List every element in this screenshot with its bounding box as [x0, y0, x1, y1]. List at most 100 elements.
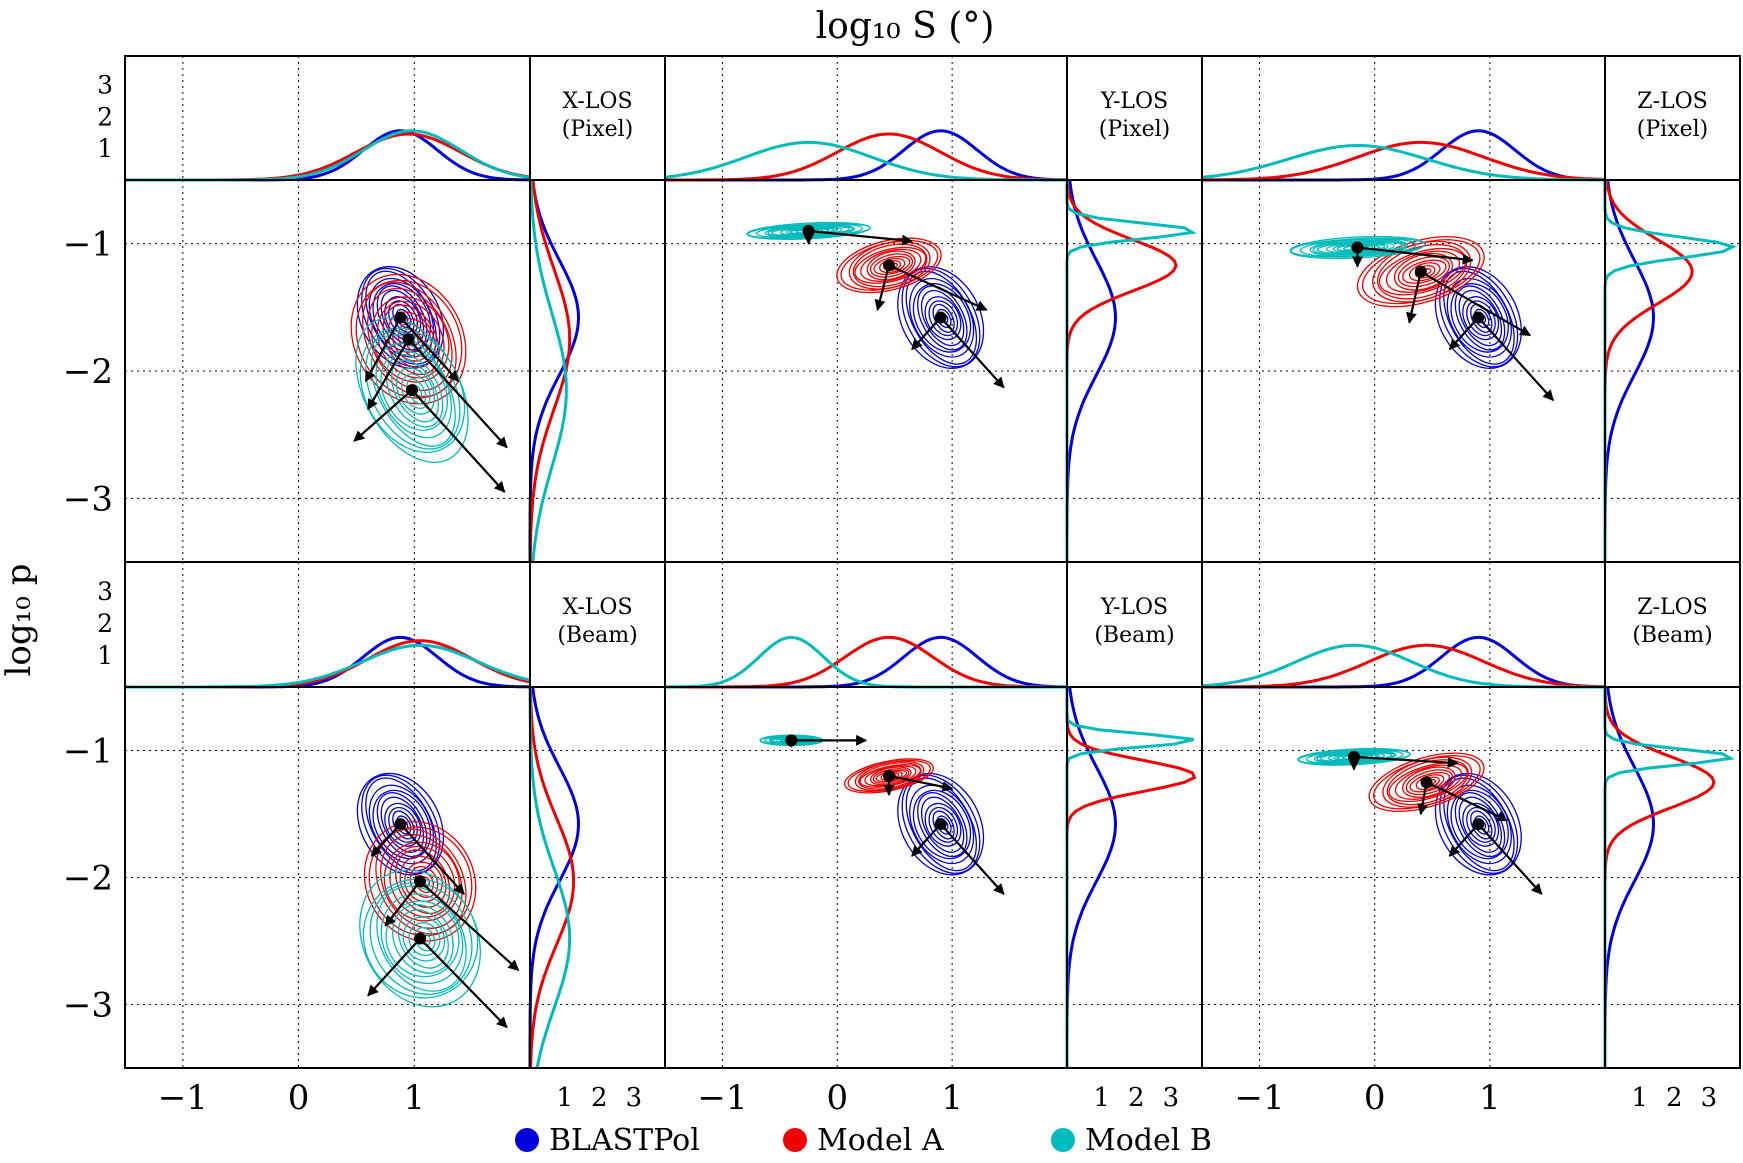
legend-marker — [1051, 1128, 1075, 1152]
center-point — [785, 734, 798, 747]
contour-level — [912, 789, 972, 860]
panels: X-LOS(Pixel)−1−2−3123Y-LOS(Pixel)Z-LOS(P… — [63, 55, 1741, 1118]
contour-level — [376, 885, 467, 992]
center-point — [1420, 776, 1433, 789]
top-hist-tick-label: 2 — [97, 102, 113, 131]
center-point — [1472, 311, 1485, 324]
top-hist-frame — [1201, 55, 1606, 181]
contour-level — [409, 865, 439, 898]
side-hist-tick-label: 3 — [1163, 1083, 1180, 1113]
top-hist-frame — [124, 55, 531, 181]
panel-title-line1: X-LOS — [562, 595, 632, 620]
contour-level — [389, 845, 456, 918]
contour-level — [905, 270, 978, 365]
minor-axis-arrow — [1448, 823, 1480, 857]
minor-axis-arrow — [384, 880, 421, 927]
major-axis-arrow — [1357, 246, 1474, 265]
center-point — [934, 311, 947, 324]
side-hist-curve-model-a — [528, 686, 576, 1069]
contour-level — [1397, 256, 1450, 288]
center-point — [394, 818, 407, 831]
contour-level — [1405, 769, 1454, 796]
contour-level — [1312, 239, 1407, 256]
panel-title-line1: X-LOS — [562, 89, 632, 114]
contour-level — [408, 922, 441, 957]
contour-level — [866, 250, 916, 281]
contour-level — [869, 253, 914, 278]
side-hist-tick-label: 2 — [1128, 1083, 1145, 1113]
contour-level — [1394, 764, 1463, 800]
contour-level — [1458, 289, 1503, 347]
major-axis-arrow — [1353, 755, 1459, 769]
top-hist-frame — [1201, 561, 1606, 688]
major-axis-arrow — [407, 338, 508, 449]
side-hist-tick-label: 1 — [1093, 1083, 1110, 1113]
panel-title-line2: (Beam) — [1094, 623, 1174, 648]
side-hist-curve-model-b — [528, 687, 572, 1069]
contour-level — [917, 285, 968, 351]
contour-level — [879, 257, 906, 274]
contour-level — [924, 802, 962, 847]
center-point — [402, 333, 415, 346]
major-axis-arrow — [1426, 781, 1509, 822]
minor-axis-arrow — [874, 265, 891, 311]
contour-level — [860, 248, 922, 283]
contour-level — [1409, 771, 1450, 793]
legend-item-blastpol: BLASTPol — [515, 1123, 700, 1158]
top-hist-tick-label: 3 — [97, 71, 113, 100]
contour-level — [404, 861, 443, 903]
x-tick-label: −1 — [1235, 1078, 1285, 1118]
x-tick-label: 1 — [1479, 1078, 1501, 1118]
y-tick-label: −3 — [63, 479, 113, 519]
side-hist-tick-label: 3 — [626, 1083, 643, 1113]
legend-marker — [783, 1128, 807, 1152]
major-axis-arrow — [399, 823, 465, 895]
contour-level — [385, 354, 444, 428]
top-hist-curve-blastpol — [125, 635, 531, 689]
x-tick-label: 0 — [826, 1078, 848, 1118]
panel-1: X-LOS (Pixel) −1 −2 −3 1 23 — [63, 55, 666, 563]
panel-title-line2: (Pixel) — [1637, 117, 1708, 142]
center-point — [1347, 750, 1360, 763]
panel-title-line2: (Pixel) — [562, 117, 633, 142]
x-tick-label: −1 — [158, 1078, 208, 1118]
panel-title-line2: (Beam) — [1632, 623, 1712, 648]
major-axis-arrow — [1477, 823, 1543, 895]
contour-level — [917, 792, 968, 858]
major-axis-arrow — [808, 229, 914, 246]
panel-3: Z-LOS (Pixel) — [1201, 55, 1741, 563]
contour-level — [873, 255, 911, 276]
contour-level — [912, 283, 972, 353]
major-axis-arrow — [399, 316, 460, 383]
side-hist-tick-label: 2 — [1666, 1083, 1683, 1113]
contour-level — [1393, 252, 1454, 291]
x-axis-label: log₁₀ S (°) — [816, 6, 995, 47]
major-axis-arrow — [888, 264, 988, 311]
top-hist-curve-blastpol — [1202, 635, 1606, 689]
top-hist-tick-label: 1 — [97, 641, 113, 670]
x-tick-label: 0 — [1364, 1078, 1386, 1118]
y-tick-label: −1 — [63, 225, 113, 265]
legend-item-model-b: Model B — [1051, 1123, 1212, 1158]
major-axis-arrow — [1420, 270, 1532, 337]
top-hist-curve-model-b — [1201, 143, 1605, 182]
top-hist-tick-label: 1 — [97, 134, 113, 163]
contour-level — [356, 772, 445, 876]
minor-axis-arrow — [911, 316, 942, 351]
contour-level — [355, 279, 463, 399]
minor-axis-arrow — [367, 338, 410, 411]
minor-axis-arrow — [911, 823, 942, 857]
contours-model-a — [1356, 236, 1485, 308]
contours-model-b — [359, 869, 482, 1008]
contour-level — [355, 317, 469, 464]
x-tick-label: 1 — [403, 1078, 425, 1118]
side-hist-tick-label: 2 — [591, 1083, 608, 1113]
contour-level — [924, 296, 962, 341]
contour-level — [376, 792, 428, 858]
x-tick-label: 1 — [941, 1078, 963, 1118]
side-hist-tick-label: 3 — [1701, 1083, 1718, 1113]
contours-blastpol — [356, 772, 445, 876]
legend-marker — [515, 1128, 539, 1152]
y-tick-label: −2 — [63, 352, 113, 392]
contour-level — [367, 287, 453, 392]
